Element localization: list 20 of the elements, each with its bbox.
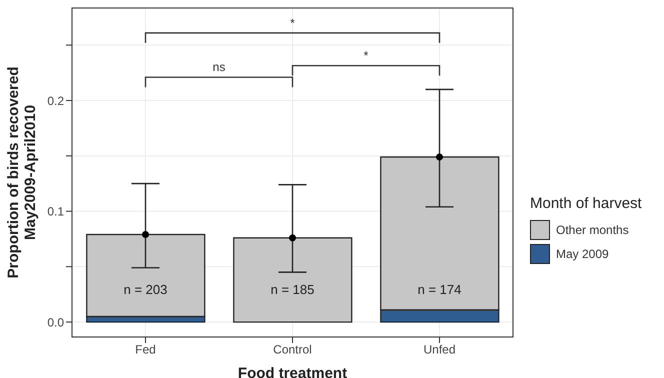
point	[142, 231, 149, 238]
y-tick-label: 0.2	[47, 94, 64, 108]
annotation: n = 185	[270, 282, 314, 297]
annotation: ns	[212, 60, 226, 74]
y-tick-label: 0.0	[47, 315, 64, 330]
annotation: n = 203	[124, 282, 168, 297]
annotation: n = 174	[418, 282, 462, 297]
legend-title: Month of harvest	[530, 195, 642, 212]
legend-label: May 2009	[556, 247, 609, 261]
x-tick-label: Fed	[135, 342, 156, 357]
point	[289, 234, 296, 242]
annotation: *	[290, 16, 296, 30]
x-axis-title: Food treatment	[238, 365, 348, 378]
annotation: *	[364, 48, 369, 63]
x-tick-label: Unfed	[423, 342, 456, 357]
y-tick-label: 0.1	[47, 204, 64, 219]
x-tick-label: Control	[273, 342, 312, 357]
y-axis-title: Proportion of birds recovered May2009-April2010	[5, 66, 39, 278]
point	[436, 153, 443, 160]
legend-label: Other months	[556, 223, 629, 237]
